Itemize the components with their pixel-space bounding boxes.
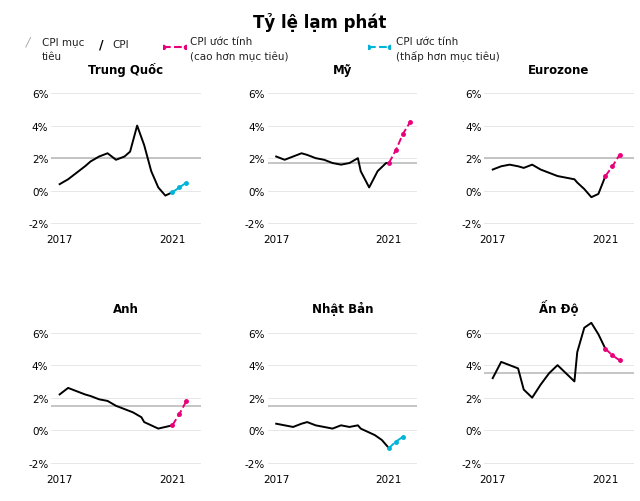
Text: Tỷ lệ lạm phát: Tỷ lệ lạm phát	[253, 13, 387, 32]
Text: CPI ước tính: CPI ước tính	[190, 37, 252, 47]
Title: Mỹ: Mỹ	[333, 64, 352, 77]
Title: Anh: Anh	[113, 303, 139, 316]
Title: Trung Quốc: Trung Quốc	[88, 63, 163, 77]
Text: CPI: CPI	[112, 40, 129, 50]
Text: /: /	[99, 39, 104, 52]
Text: CPI mục: CPI mục	[42, 37, 84, 47]
Text: (cao hơn mục tiêu): (cao hơn mục tiêu)	[190, 52, 289, 62]
Text: tiêu: tiêu	[42, 52, 61, 62]
Title: Nhật Bản: Nhật Bản	[312, 302, 373, 316]
Title: Ấn Độ: Ấn Độ	[539, 300, 579, 316]
Text: (thấp hơn mục tiêu): (thấp hơn mục tiêu)	[396, 51, 499, 62]
Text: CPI ước tính: CPI ước tính	[396, 37, 458, 47]
Title: Eurozone: Eurozone	[528, 64, 589, 77]
Text: /: /	[26, 35, 30, 48]
